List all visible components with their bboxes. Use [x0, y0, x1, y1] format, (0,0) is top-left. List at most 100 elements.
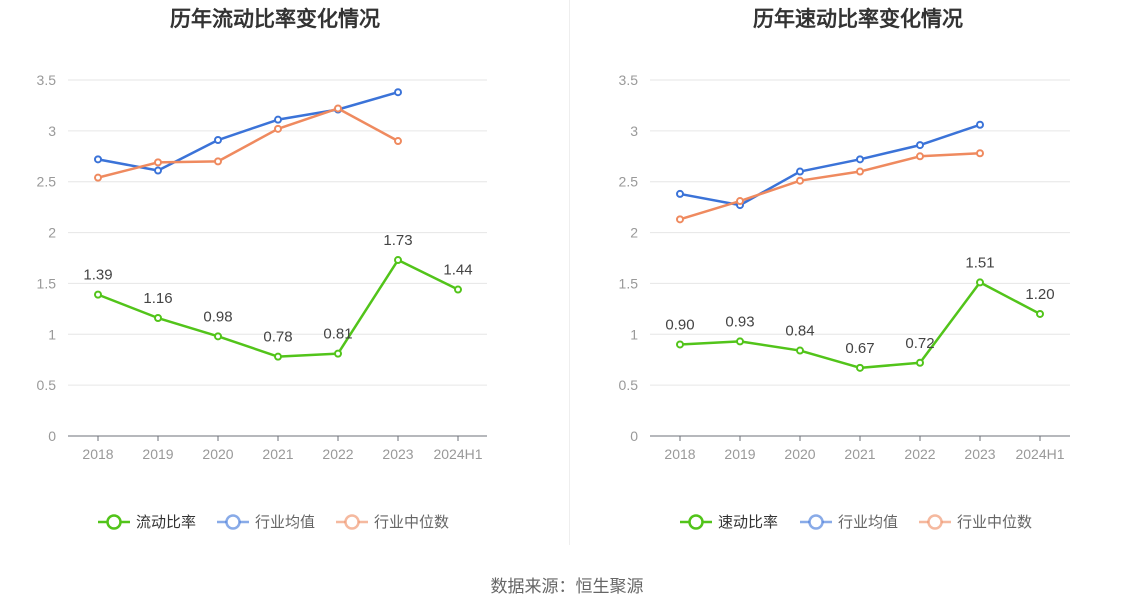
- legend-item-1[interactable]: 流动比率: [98, 514, 196, 531]
- chart-panel-2: 历年速动比率变化情况 0 0.5 1 1.5 2 2.5 3 3.5 2018 2019 2020 20…: [619, 7, 1070, 531]
- data-point: [916, 152, 924, 161]
- data-label: 1.73: [383, 232, 412, 249]
- data-point: [214, 157, 222, 166]
- data-point: [94, 155, 102, 164]
- x-tick-label: 2019: [142, 446, 173, 462]
- legend-label: 行业中位数: [374, 514, 449, 531]
- y-tick-label: 3.5: [37, 72, 57, 88]
- legend-item-3[interactable]: 行业中位数: [919, 514, 1032, 531]
- y-tick-label: 0: [630, 428, 638, 444]
- data-point: [736, 337, 744, 346]
- data-point: [454, 285, 462, 294]
- data-point: [394, 137, 402, 146]
- data-label: 0.98: [203, 308, 232, 325]
- x-tick-label: 2021: [844, 446, 875, 462]
- data-point: [796, 176, 804, 185]
- data-point: [676, 340, 684, 349]
- legend-marker: [808, 514, 824, 530]
- x-tick-label: 2020: [784, 446, 815, 462]
- data-label: 0.78: [263, 329, 292, 346]
- data-point: [976, 278, 984, 287]
- legend-item-3[interactable]: 行业中位数: [336, 514, 449, 531]
- legend-marker: [688, 514, 704, 530]
- data-point: [676, 189, 684, 198]
- legend-item-1[interactable]: 速动比率: [680, 514, 778, 531]
- x-tick-label: 2020: [202, 446, 233, 462]
- data-point: [274, 352, 282, 361]
- data-point: [856, 363, 864, 372]
- legend-label: 速动比率: [718, 514, 778, 531]
- y-tick-label: 0: [48, 428, 56, 444]
- x-tick-label: 2024H1: [1015, 446, 1064, 462]
- series-line-2: [679, 123, 981, 207]
- chart-panel-1: 历年流动比率变化情况 0 0.5 1 1.5 2 2.5 3 3.5 2018 2019 2020 20…: [37, 7, 487, 531]
- series-line-2: [97, 91, 399, 172]
- data-point: [856, 167, 864, 176]
- data-point: [154, 166, 162, 175]
- legend-marker: [344, 514, 360, 530]
- series-line-3: [97, 107, 399, 179]
- data-point: [856, 155, 864, 164]
- panel-divider: [569, 0, 570, 545]
- data-label: 0.72: [905, 335, 934, 352]
- data-point: [334, 349, 342, 358]
- legend-marker: [927, 514, 943, 530]
- y-tick-label: 1.5: [37, 275, 57, 291]
- legend-label: 行业中位数: [957, 514, 1032, 531]
- x-tick-label: 2023: [964, 446, 995, 462]
- y-tick-label: 0.5: [619, 377, 639, 393]
- data-label: 0.67: [845, 340, 874, 357]
- data-point: [976, 149, 984, 158]
- data-label: 0.84: [785, 323, 814, 340]
- y-tick-label: 2.5: [619, 174, 639, 190]
- data-label: 1.51: [965, 254, 994, 271]
- data-point: [796, 167, 804, 176]
- data-point: [916, 358, 924, 367]
- data-label: 0.93: [725, 313, 754, 330]
- chart-title: 历年速动比率变化情况: [753, 7, 963, 31]
- data-point: [154, 314, 162, 323]
- data-point: [274, 124, 282, 133]
- x-tick-label: 2021: [262, 446, 293, 462]
- data-point: [676, 215, 684, 224]
- y-tick-label: 0.5: [37, 377, 57, 393]
- data-label: 1.44: [443, 262, 472, 279]
- x-tick-label: 2018: [664, 446, 695, 462]
- x-tick-label: 2018: [82, 446, 113, 462]
- data-point: [94, 290, 102, 299]
- data-point: [916, 141, 924, 150]
- source-note: 数据来源：恒生聚源: [490, 577, 644, 596]
- data-label: 1.20: [1025, 286, 1054, 303]
- x-tick-label: 2023: [382, 446, 413, 462]
- data-point: [394, 88, 402, 97]
- data-label: 0.90: [665, 316, 694, 333]
- data-label: 1.16: [143, 290, 172, 307]
- legend-label: 行业均值: [838, 514, 898, 531]
- legend-item-2[interactable]: 行业均值: [217, 514, 315, 531]
- data-point: [274, 115, 282, 124]
- legend-marker: [106, 514, 122, 530]
- x-tick-label: 2024H1: [433, 446, 482, 462]
- x-tick-label: 2022: [322, 446, 353, 462]
- chart-title: 历年流动比率变化情况: [170, 7, 380, 31]
- data-label: 1.39: [83, 267, 112, 284]
- data-point: [976, 120, 984, 129]
- data-point: [736, 197, 744, 206]
- legend-label: 流动比率: [136, 514, 196, 531]
- legend-marker: [225, 514, 241, 530]
- data-point: [394, 256, 402, 265]
- legend-label: 行业均值: [255, 514, 315, 531]
- y-tick-label: 1.5: [619, 275, 639, 291]
- y-tick-label: 2.5: [37, 174, 57, 190]
- data-label: 0.81: [323, 326, 352, 343]
- data-point: [94, 173, 102, 182]
- y-tick-label: 2: [48, 225, 56, 241]
- y-tick-label: 2: [630, 225, 638, 241]
- legend-item-2[interactable]: 行业均值: [800, 514, 898, 531]
- data-point: [154, 158, 162, 167]
- x-tick-label: 2019: [724, 446, 755, 462]
- y-tick-label: 1: [48, 326, 56, 342]
- data-point: [796, 346, 804, 355]
- data-point: [1036, 309, 1044, 318]
